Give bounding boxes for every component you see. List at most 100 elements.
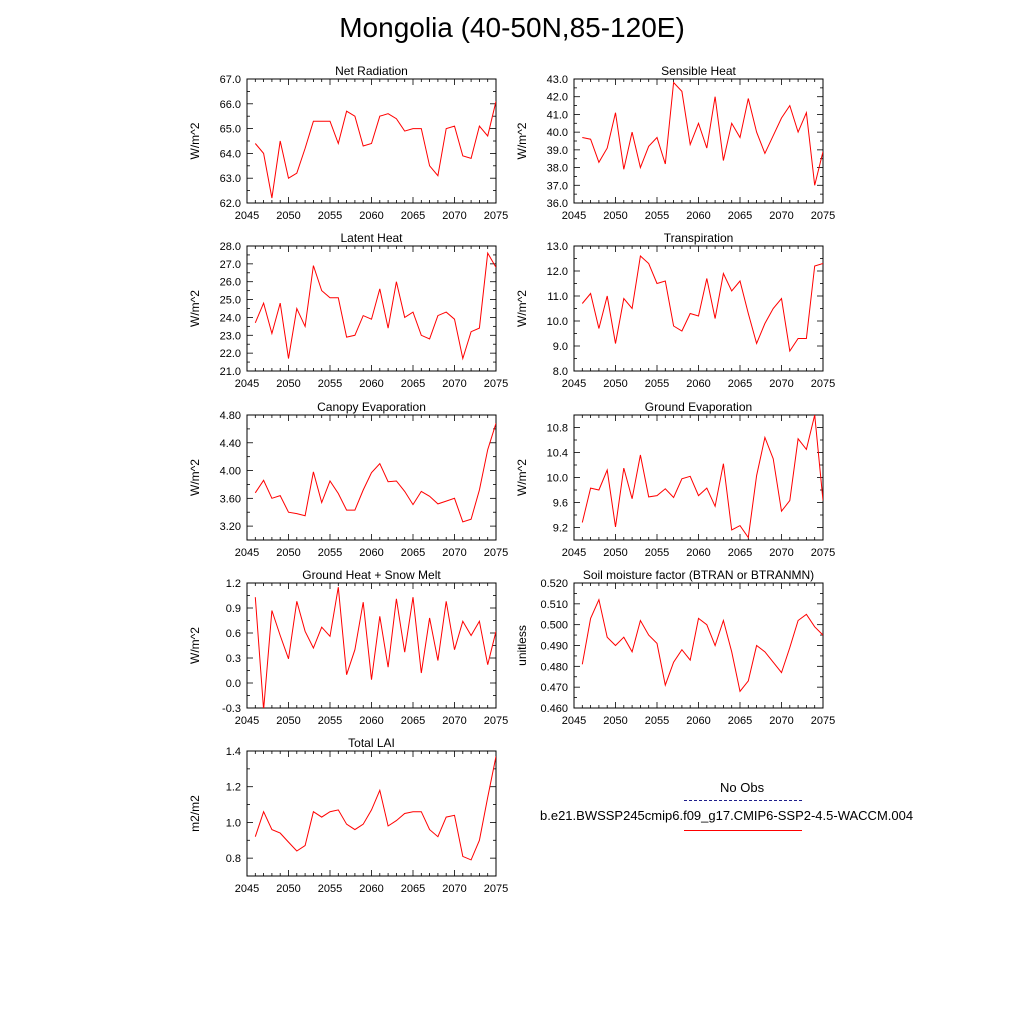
x-tick-label: 2045: [562, 210, 586, 222]
y-tick-label: 37.0: [547, 180, 568, 192]
panel-title: Ground Heat + Snow Melt: [302, 568, 441, 582]
x-tick-label: 2060: [686, 715, 710, 727]
y-axis-label: unitless: [515, 625, 529, 666]
plot-frame: [573, 582, 824, 709]
y-tick-label: 0.470: [540, 682, 568, 694]
x-tick-label: 2050: [276, 210, 300, 222]
panel-title: Transpiration: [664, 231, 734, 245]
x-tick-label: 2070: [442, 378, 466, 390]
y-axis-label: W/m^2: [188, 459, 202, 496]
y-tick-label: 43.0: [547, 74, 568, 86]
y-tick-label: 10.0: [547, 473, 568, 485]
y-tick-label: 10.8: [547, 423, 568, 435]
y-tick-label: 66.0: [220, 99, 241, 111]
y-tick-label: 1.4: [226, 746, 241, 758]
y-tick-label: 65.0: [220, 124, 241, 136]
y-tick-label: 4.40: [220, 438, 241, 450]
x-tick-label: 2055: [645, 210, 669, 222]
plot-frame: [246, 414, 497, 541]
y-tick-label: 40.0: [547, 127, 568, 139]
panel-1: Net Radiation W/m^2 2045 2050 2055 2060 2065 20…: [188, 64, 508, 222]
x-tick-label: 2045: [235, 210, 259, 222]
x-tick-label: 2065: [401, 883, 425, 895]
legend-obs-line: [684, 800, 802, 801]
x-tick-label: 2050: [603, 210, 627, 222]
x-tick-label: 2060: [359, 547, 383, 559]
legend-obs-label: No Obs: [720, 780, 765, 795]
y-tick-label: 39.0: [547, 145, 568, 157]
panel-title: Total LAI: [348, 736, 395, 750]
x-tick-label: 2055: [318, 210, 342, 222]
y-tick-label: 27.0: [220, 259, 241, 271]
x-tick-label: 2055: [645, 547, 669, 559]
y-tick-label: 0.500: [540, 620, 568, 632]
x-tick-label: 2075: [484, 547, 508, 559]
x-tick-label: 2055: [318, 715, 342, 727]
y-tick-label: 12.0: [547, 266, 568, 278]
panel-title: Latent Heat: [340, 231, 403, 245]
x-tick-label: 2070: [769, 547, 793, 559]
y-axis-label: W/m^2: [188, 290, 202, 327]
legend-case-label: b.e21.BWSSP245cmip6.f09_g17.CMIP6-SSP2-4…: [540, 808, 914, 823]
panel-title: Ground Evaporation: [645, 400, 752, 414]
panel-2: Sensible Heat W/m^2 2045 2050 2055 2060 2065 20…: [515, 64, 835, 222]
x-tick-label: 2060: [359, 210, 383, 222]
y-axis-label: W/m^2: [515, 459, 529, 496]
x-tick-label: 2065: [401, 378, 425, 390]
y-tick-label: 0.460: [540, 703, 568, 715]
x-tick-label: 2065: [401, 210, 425, 222]
x-tick-label: 2075: [484, 378, 508, 390]
y-tick-label: 1.2: [226, 578, 241, 590]
x-tick-label: 2050: [276, 883, 300, 895]
x-tick-label: 2075: [811, 547, 835, 559]
x-tick-label: 2070: [769, 715, 793, 727]
x-tick-label: 2065: [728, 210, 752, 222]
panel-4: Transpiration W/m^2 2045 2050 2055 2060 2065 20…: [515, 231, 835, 390]
x-tick-label: 2075: [811, 378, 835, 390]
panel-title: Sensible Heat: [661, 64, 736, 78]
y-tick-label: 26.0: [220, 277, 241, 289]
y-tick-label: 1.0: [226, 817, 241, 829]
x-tick-label: 2045: [562, 378, 586, 390]
x-tick-label: 2065: [401, 547, 425, 559]
series-line: [581, 415, 823, 539]
y-tick-label: 0.520: [540, 578, 568, 590]
x-tick-label: 2045: [235, 883, 259, 895]
panel-8: Soil moisture factor (BTRAN or BTRANMN) u…: [515, 568, 835, 727]
panel-title: Soil moisture factor (BTRAN or BTRANMN): [583, 568, 814, 582]
x-tick-label: 2060: [359, 378, 383, 390]
y-tick-label: 0.490: [540, 641, 568, 653]
y-tick-label: 64.0: [220, 148, 241, 160]
y-tick-label: 42.0: [547, 92, 568, 104]
y-tick-label: 41.0: [547, 109, 568, 121]
page-title: Mongolia (40-50N,85-120E): [339, 12, 685, 43]
y-tick-label: 0.8: [226, 853, 241, 865]
series-line: [254, 251, 496, 361]
y-tick-label: 8.0: [553, 366, 568, 378]
x-tick-label: 2060: [359, 883, 383, 895]
x-tick-label: 2070: [442, 547, 466, 559]
y-axis-label: W/m^2: [188, 627, 202, 664]
x-tick-label: 2050: [276, 715, 300, 727]
y-tick-label: 38.0: [547, 163, 568, 175]
x-tick-label: 2050: [603, 715, 627, 727]
y-tick-label: 4.80: [220, 410, 241, 422]
x-tick-label: 2065: [728, 378, 752, 390]
y-tick-label: 4.00: [220, 466, 241, 478]
y-tick-label: 21.0: [220, 366, 241, 378]
x-tick-label: 2060: [686, 378, 710, 390]
panel-title: Net Radiation: [335, 64, 408, 78]
x-tick-label: 2050: [603, 547, 627, 559]
series-line: [582, 81, 823, 186]
x-tick-label: 2045: [235, 547, 259, 559]
y-axis-label: W/m^2: [515, 290, 529, 327]
panel-title: Canopy Evaporation: [317, 400, 426, 414]
y-tick-label: 23.0: [220, 330, 241, 342]
x-tick-label: 2075: [811, 210, 835, 222]
plot-frame: [246, 750, 497, 877]
panel-6: Ground Evaporation W/m^2 2045 2050 2055 2060 2…: [515, 400, 835, 559]
x-tick-label: 2070: [769, 210, 793, 222]
panel-7: Ground Heat + Snow Melt W/m^2 2045 2050 2055…: [188, 568, 508, 727]
series-line: [254, 423, 496, 523]
x-tick-label: 2055: [318, 883, 342, 895]
